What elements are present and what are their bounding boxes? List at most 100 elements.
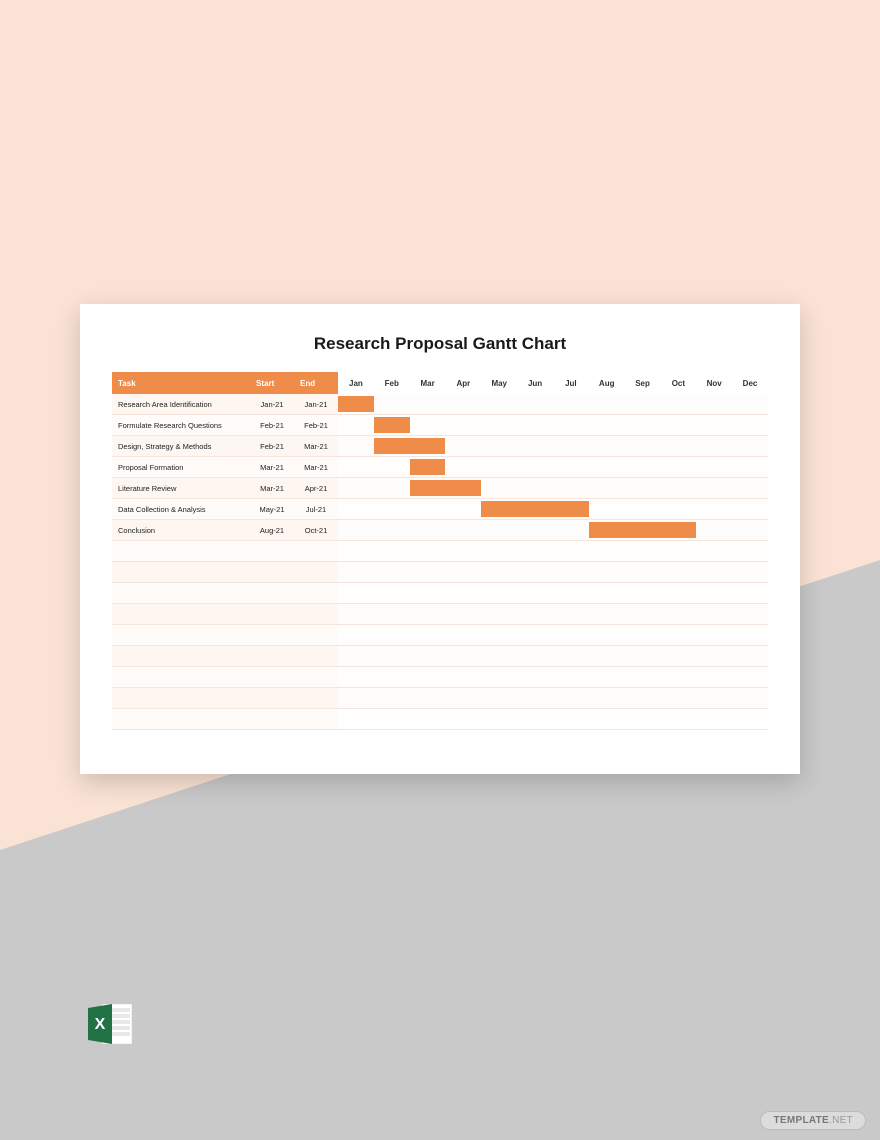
- header-month: Aug: [589, 372, 625, 394]
- header-end: End: [294, 372, 338, 394]
- cell-start: [250, 709, 294, 730]
- cell-start: [250, 583, 294, 604]
- cell-task: Conclusion: [112, 520, 250, 541]
- timeline-cell: [338, 520, 768, 541]
- table-row: Design, Strategy & MethodsFeb-21Mar-21: [112, 436, 768, 457]
- cell-end: Mar-21: [294, 436, 338, 457]
- cell-task: [112, 688, 250, 709]
- cell-start: [250, 541, 294, 562]
- gantt-bar: [481, 501, 589, 517]
- timeline-cell: [338, 604, 768, 625]
- table-row: [112, 646, 768, 667]
- header-start: Start: [250, 372, 294, 394]
- cell-task: Literature Review: [112, 478, 250, 499]
- gantt-bar: [410, 459, 446, 475]
- timeline-cell: [338, 541, 768, 562]
- header-task: Task: [112, 372, 250, 394]
- cell-start: Jan-21: [250, 394, 294, 415]
- excel-icon: X: [84, 1000, 136, 1048]
- table-row: [112, 604, 768, 625]
- header-month: Sep: [625, 372, 661, 394]
- cell-end: Jul-21: [294, 499, 338, 520]
- header-month: Mar: [410, 372, 446, 394]
- gantt-chart: Task Start End JanFebMarAprMayJunJulAugS…: [112, 372, 768, 730]
- cell-start: Mar-21: [250, 478, 294, 499]
- cell-end: [294, 646, 338, 667]
- table-row: Data Collection & AnalysisMay-21Jul-21: [112, 499, 768, 520]
- table-row: Proposal FormationMar-21Mar-21: [112, 457, 768, 478]
- cell-start: [250, 562, 294, 583]
- cell-task: [112, 667, 250, 688]
- gantt-bar: [410, 480, 482, 496]
- cell-task: [112, 562, 250, 583]
- timeline-cell: [338, 436, 768, 457]
- cell-end: Apr-21: [294, 478, 338, 499]
- timeline-cell: [338, 562, 768, 583]
- cell-end: Oct-21: [294, 520, 338, 541]
- cell-start: [250, 604, 294, 625]
- cell-task: Research Area Identification: [112, 394, 250, 415]
- table-row: ConclusionAug-21Oct-21: [112, 520, 768, 541]
- cell-task: Design, Strategy & Methods: [112, 436, 250, 457]
- cell-end: [294, 604, 338, 625]
- cell-task: Formulate Research Questions: [112, 415, 250, 436]
- cell-task: [112, 709, 250, 730]
- header-month: Dec: [732, 372, 768, 394]
- table-row: [112, 541, 768, 562]
- table-row: Research Area IdentificationJan-21Jan-21: [112, 394, 768, 415]
- gantt-bar: [338, 396, 374, 412]
- header-month: May: [481, 372, 517, 394]
- header-month: Oct: [660, 372, 696, 394]
- timeline-cell: [338, 415, 768, 436]
- timeline-cell: [338, 709, 768, 730]
- cell-start: [250, 688, 294, 709]
- timeline-cell: [338, 394, 768, 415]
- table-row: [112, 583, 768, 604]
- gantt-bar: [374, 438, 446, 454]
- cell-task: [112, 646, 250, 667]
- gantt-header-row: Task Start End JanFebMarAprMayJunJulAugS…: [112, 372, 768, 394]
- header-month: Nov: [696, 372, 732, 394]
- cell-start: [250, 646, 294, 667]
- cell-start: [250, 625, 294, 646]
- timeline-cell: [338, 499, 768, 520]
- timeline-cell: [338, 646, 768, 667]
- month-headers: JanFebMarAprMayJunJulAugSepOctNovDec: [338, 372, 768, 394]
- cell-start: Mar-21: [250, 457, 294, 478]
- cell-end: Jan-21: [294, 394, 338, 415]
- timeline-cell: [338, 583, 768, 604]
- cell-task: Data Collection & Analysis: [112, 499, 250, 520]
- timeline-cell: [338, 457, 768, 478]
- cell-end: Mar-21: [294, 457, 338, 478]
- table-row: Literature ReviewMar-21Apr-21: [112, 478, 768, 499]
- table-row: [112, 562, 768, 583]
- header-month: Jan: [338, 372, 374, 394]
- cell-end: [294, 688, 338, 709]
- gantt-bar: [374, 417, 410, 433]
- watermark-badge: TEMPLATE.NET: [760, 1111, 866, 1130]
- cell-start: May-21: [250, 499, 294, 520]
- timeline-cell: [338, 667, 768, 688]
- table-row: [112, 625, 768, 646]
- svg-text:X: X: [95, 1016, 106, 1033]
- cell-task: [112, 625, 250, 646]
- header-month: Apr: [445, 372, 481, 394]
- cell-task: [112, 541, 250, 562]
- cell-end: Feb-21: [294, 415, 338, 436]
- timeline-cell: [338, 625, 768, 646]
- cell-end: [294, 583, 338, 604]
- timeline-cell: [338, 478, 768, 499]
- cell-end: [294, 709, 338, 730]
- header-month: Feb: [374, 372, 410, 394]
- chart-title: Research Proposal Gantt Chart: [112, 334, 768, 354]
- cell-end: [294, 667, 338, 688]
- cell-task: [112, 583, 250, 604]
- cell-start: Feb-21: [250, 436, 294, 457]
- header-month: Jun: [517, 372, 553, 394]
- cell-end: [294, 562, 338, 583]
- gantt-body: Research Area IdentificationJan-21Jan-21…: [112, 394, 768, 730]
- table-row: Formulate Research QuestionsFeb-21Feb-21: [112, 415, 768, 436]
- cell-end: [294, 541, 338, 562]
- cell-start: Aug-21: [250, 520, 294, 541]
- cell-task: Proposal Formation: [112, 457, 250, 478]
